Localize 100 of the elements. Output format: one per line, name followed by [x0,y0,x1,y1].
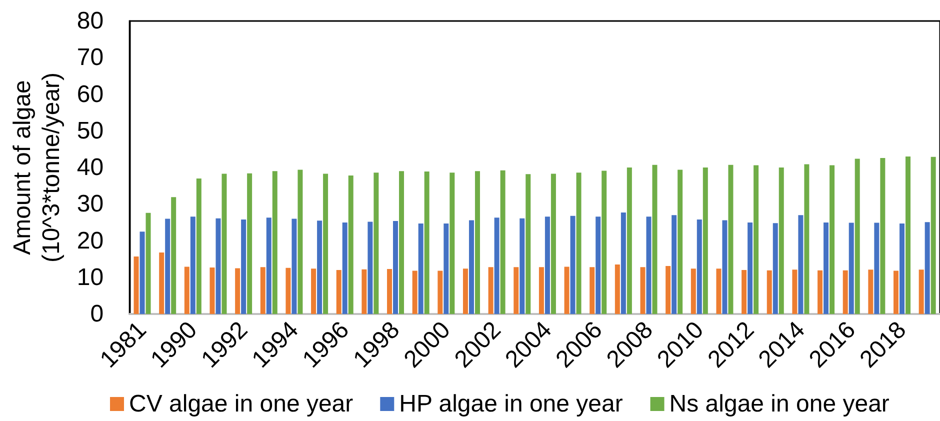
bar [134,256,139,314]
bar [672,215,677,314]
bar [924,222,930,314]
bar [260,267,266,314]
bar [468,220,474,314]
bar [190,216,196,314]
bar [766,270,772,314]
bar [778,168,784,314]
bar [514,267,519,314]
bar [216,218,221,314]
y-tick-label: 60 [76,80,104,108]
bar [393,220,398,314]
bar [848,222,854,314]
bar [754,165,759,314]
bar [210,267,215,314]
bar [500,170,506,314]
bar [412,270,418,314]
bar [798,215,804,314]
y-tick-label: 70 [76,44,104,72]
bar [323,174,328,314]
y-tick-label: 80 [76,8,104,34]
y-axis-title: Amount of algae (10^3*tonne/year) [9,72,65,263]
legend-label: HP algae in one year [399,390,623,418]
bar [602,170,607,314]
bar [474,171,480,314]
bar [868,270,874,314]
bar [842,270,848,314]
bar [716,268,722,314]
bar [368,222,373,314]
bar [184,266,190,314]
bar [159,252,164,314]
bar [292,218,297,314]
bar [792,270,798,314]
bar [742,270,747,314]
bar [348,176,354,314]
bar [748,222,753,314]
bar [906,156,911,314]
legend-label: Ns algae in one year [669,390,890,418]
bar [418,224,424,314]
y-tick-label: 50 [76,117,104,144]
y-tick-label: 0 [90,300,104,328]
bar [247,173,252,314]
y-tick-label: 10 [76,264,104,291]
y-tick-label: 30 [76,190,104,218]
bar [880,158,886,314]
bar [818,270,823,314]
bar [494,218,500,314]
y-tick-label: 40 [76,154,104,181]
bar [652,164,658,314]
bar [538,267,544,314]
bar [462,268,468,314]
bar [520,218,525,314]
legend-label: CV algae in one year [129,390,354,418]
bar [678,170,683,314]
bar [272,171,278,314]
bar [266,218,272,314]
bar [918,270,924,314]
bar [854,158,860,314]
bar [772,223,778,314]
bar [286,268,291,314]
bar [620,212,626,314]
bar [874,222,880,314]
bar [336,270,342,314]
bar [804,164,810,314]
bar [424,172,430,314]
bar [626,168,632,314]
bar [241,220,246,314]
bar [399,171,404,314]
bar [894,270,899,314]
bar [165,218,170,314]
bar [640,267,646,314]
y-tick-label: 20 [76,227,104,254]
bar [590,267,595,314]
bar [544,216,550,314]
bar [722,220,728,314]
bar [140,232,145,314]
bar [526,174,531,314]
bar [450,172,455,314]
bar [362,269,367,314]
bar [222,174,227,314]
bar [550,174,556,314]
bar [298,170,303,314]
bar [830,165,835,314]
bar [488,267,494,314]
bar [900,224,905,314]
bar [444,224,449,314]
bar [146,212,151,314]
bar [614,264,620,314]
bar [438,270,443,314]
bar [646,216,652,314]
bar [596,216,601,314]
bar [930,156,936,314]
bar [374,172,379,314]
bar [702,168,708,314]
bar [235,268,240,314]
bar [171,197,176,314]
bar [570,216,576,314]
bar [666,266,671,314]
bar [564,266,570,314]
bar [728,164,734,314]
